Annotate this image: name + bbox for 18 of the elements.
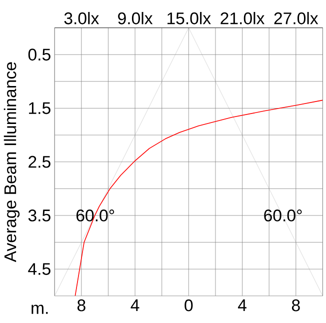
x-tick-label: 4	[238, 300, 246, 312]
x2-tick-label: 3.0lx	[64, 12, 99, 24]
x2-tick-label: 27.0lx	[274, 12, 318, 24]
y-tick-label: 2.5	[28, 156, 50, 168]
x2-tick-label: 9.0lx	[118, 12, 153, 24]
x2-tick-label: 21.0lx	[220, 12, 265, 24]
y-tick-label: 3.5	[28, 210, 50, 222]
x-tick-label: 8	[292, 300, 300, 312]
y-tick-label: 4.5	[28, 263, 50, 276]
x-axis-title: m.	[32, 304, 48, 314]
y-axis-title: Average Beam Illuminance	[4, 62, 20, 262]
y-tick-label: 1.5	[29, 102, 50, 114]
y-tick-label: 0.5	[28, 48, 50, 61]
x-tick-label: 4	[130, 300, 140, 312]
x-tick-label: 0	[184, 300, 193, 312]
x2-tick-label: 15.0lx	[168, 12, 211, 24]
annotation: 60.0°	[264, 210, 302, 222]
x-tick-label: 8	[77, 300, 86, 312]
